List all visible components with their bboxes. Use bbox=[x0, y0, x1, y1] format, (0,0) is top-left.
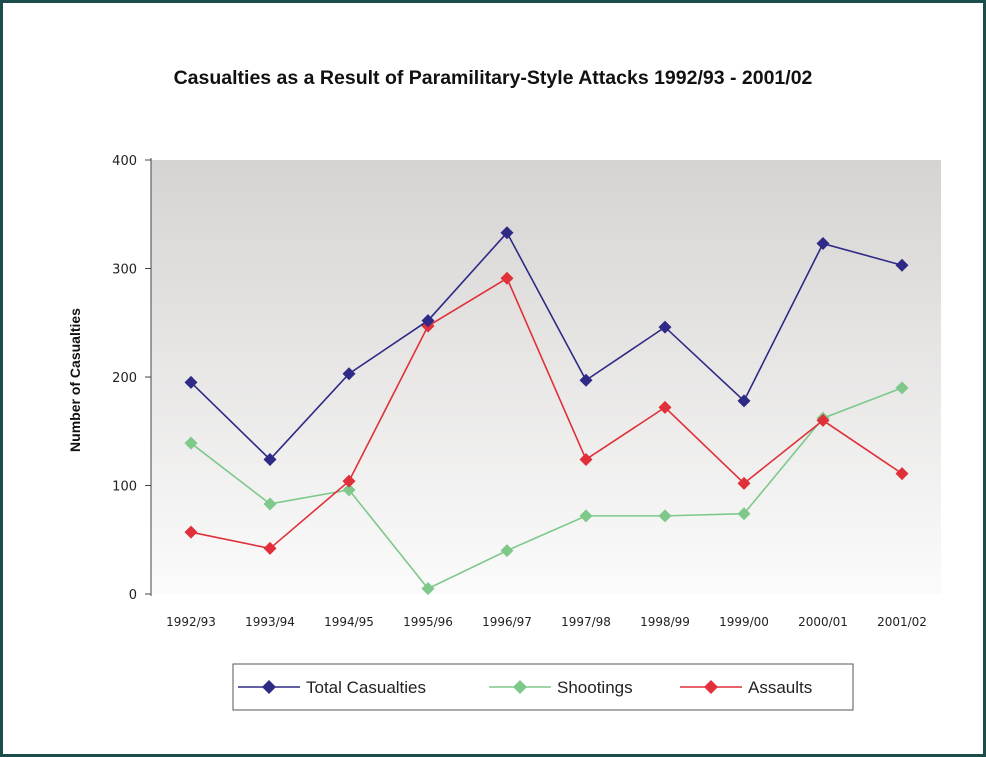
data-point-shootings bbox=[500, 544, 514, 558]
data-point-assaults bbox=[500, 271, 514, 285]
data-point-total-casualties bbox=[816, 237, 830, 251]
data-point-total-casualties bbox=[263, 452, 277, 466]
chart-title: Casualties as a Result of Paramilitary-S… bbox=[173, 67, 813, 89]
data-point-total-casualties bbox=[500, 226, 514, 240]
series-line-shootings bbox=[190, 387, 903, 590]
data-point-total-casualties bbox=[421, 314, 435, 328]
legend-label-shootings: Shootings bbox=[557, 678, 633, 697]
x-tick-label: 1992/93 bbox=[166, 615, 216, 629]
y-axis-label: Number of Casualties bbox=[67, 308, 83, 452]
series-shootings bbox=[184, 381, 909, 596]
legend-box bbox=[232, 663, 854, 711]
data-point-shootings bbox=[737, 507, 751, 521]
plot-area bbox=[151, 160, 941, 594]
data-point-shootings bbox=[658, 509, 672, 523]
data-point-total-casualties bbox=[737, 394, 751, 408]
y-tick-label: 200 bbox=[112, 371, 137, 386]
data-point-shootings bbox=[342, 483, 356, 497]
data-point-shootings bbox=[421, 582, 435, 596]
legend-item-assaults: Assaults bbox=[680, 678, 812, 697]
data-point-assaults bbox=[737, 476, 751, 490]
data-point-total-casualties bbox=[895, 258, 909, 272]
data-point-total-casualties bbox=[342, 367, 356, 381]
x-tick-label: 1996/97 bbox=[482, 615, 532, 629]
series-line-assaults bbox=[190, 277, 903, 550]
x-tick-label: 1995/96 bbox=[403, 615, 453, 629]
legend-label-assaults: Assaults bbox=[748, 678, 812, 697]
data-point-assaults bbox=[895, 467, 909, 481]
data-point-shootings bbox=[895, 381, 909, 395]
legend-item-total-casualties: Total Casualties bbox=[238, 678, 426, 697]
legend-marker-total-casualties bbox=[262, 680, 276, 694]
legend-marker-shootings bbox=[513, 680, 527, 694]
series-total-casualties bbox=[184, 226, 909, 466]
y-tick-label: 400 bbox=[112, 154, 137, 169]
x-tick-label: 1999/00 bbox=[719, 615, 769, 629]
data-point-total-casualties bbox=[184, 375, 198, 389]
data-point-assaults bbox=[263, 541, 277, 555]
data-point-shootings bbox=[184, 436, 198, 450]
data-point-total-casualties bbox=[579, 373, 593, 387]
x-tick-label: 2001/02 bbox=[877, 615, 927, 629]
y-tick-label: 100 bbox=[112, 480, 137, 495]
data-point-assaults bbox=[816, 413, 830, 427]
data-point-assaults bbox=[579, 452, 593, 466]
data-point-shootings bbox=[579, 509, 593, 523]
legend-marker-assaults bbox=[704, 680, 718, 694]
x-tick-label: 1994/95 bbox=[324, 615, 374, 629]
legend-item-shootings: Shootings bbox=[489, 678, 633, 697]
data-point-shootings bbox=[263, 497, 277, 511]
series-line-total-casualties bbox=[190, 231, 903, 461]
data-point-total-casualties bbox=[658, 320, 672, 334]
x-tick-label: 1993/94 bbox=[245, 615, 295, 629]
x-tick-label: 2000/01 bbox=[798, 615, 848, 629]
y-tick-label: 300 bbox=[112, 263, 137, 278]
y-tick-label: 0 bbox=[129, 588, 137, 603]
legend-label-total-casualties: Total Casualties bbox=[306, 678, 426, 697]
series-assaults bbox=[184, 271, 909, 555]
data-point-assaults bbox=[658, 400, 672, 414]
x-tick-label: 1997/98 bbox=[561, 615, 611, 629]
x-tick-label: 1998/99 bbox=[640, 615, 690, 629]
data-point-assaults bbox=[184, 525, 198, 539]
data-point-assaults bbox=[342, 474, 356, 488]
